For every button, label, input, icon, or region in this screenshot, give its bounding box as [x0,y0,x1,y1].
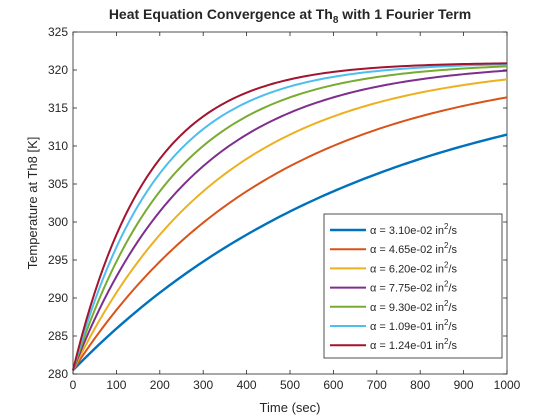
y-tick-label: 325 [48,25,68,39]
legend: α = 3.10e-02 in2/s α = 4.65e-02 in2/s α = … [323,213,503,359]
y-tick-label: 305 [48,177,68,191]
x-tick-label: 700 [367,378,387,392]
legend-label-1: α = 3.10e-02 in2/s [370,222,457,237]
series-line-5 [72,65,508,371]
series-line-7 [72,62,508,371]
y-tick-label: 310 [48,139,68,153]
y-tick-label: 290 [48,291,68,305]
y-tick-label: 300 [48,215,68,229]
legend-label-2: α = 4.65e-02 in2/s [370,241,457,256]
legend-label-5: α = 9.30e-02 in2/s [370,299,457,314]
series-line-6 [72,63,508,371]
x-tick-label: 300 [193,378,213,392]
x-axis-label: Time (sec) [260,400,321,415]
x-tick-label: 1000 [494,378,521,392]
legend-label-6: α = 1.09e-01 in2/s [370,318,457,333]
y-tick-label: 320 [48,63,68,77]
y-tick-label: 285 [48,329,68,343]
x-tick-label: 900 [454,378,474,392]
legend-label-3: α = 6.20e-02 in2/s [370,260,457,275]
y-tick-label: 295 [48,253,68,267]
x-tick-label: 800 [410,378,430,392]
legend-label-4: α = 7.75e-02 in2/s [370,280,457,295]
y-axis-ticks: 280 285 290 295 300 305 310 315 320 325 [48,25,507,381]
y-tick-label: 280 [48,367,68,381]
legend-label-7: α = 1.24e-01 in2/s [370,337,457,352]
series-line-3 [72,78,508,371]
series-group [72,62,508,372]
y-axis-label: Temperature at Th8 [K] [25,137,40,270]
y-tick-label: 315 [48,101,68,115]
chart-title-subscript: 8 [333,15,339,26]
x-tick-label: 600 [323,378,343,392]
series-line-4 [72,69,508,371]
x-axis-ticks: 0 100 200 300 400 500 600 700 800 900 1000 [70,32,521,392]
x-tick-label: 500 [280,378,300,392]
x-tick-label: 0 [70,378,77,392]
series-line-2 [72,96,508,371]
x-tick-label: 400 [237,378,257,392]
x-tick-label: 100 [106,378,126,392]
x-tick-label: 200 [150,378,170,392]
chart-title: Heat Equation Convergence at Th8 with 1 … [109,6,471,26]
legend-box [323,213,503,359]
series-line-1 [72,133,508,372]
